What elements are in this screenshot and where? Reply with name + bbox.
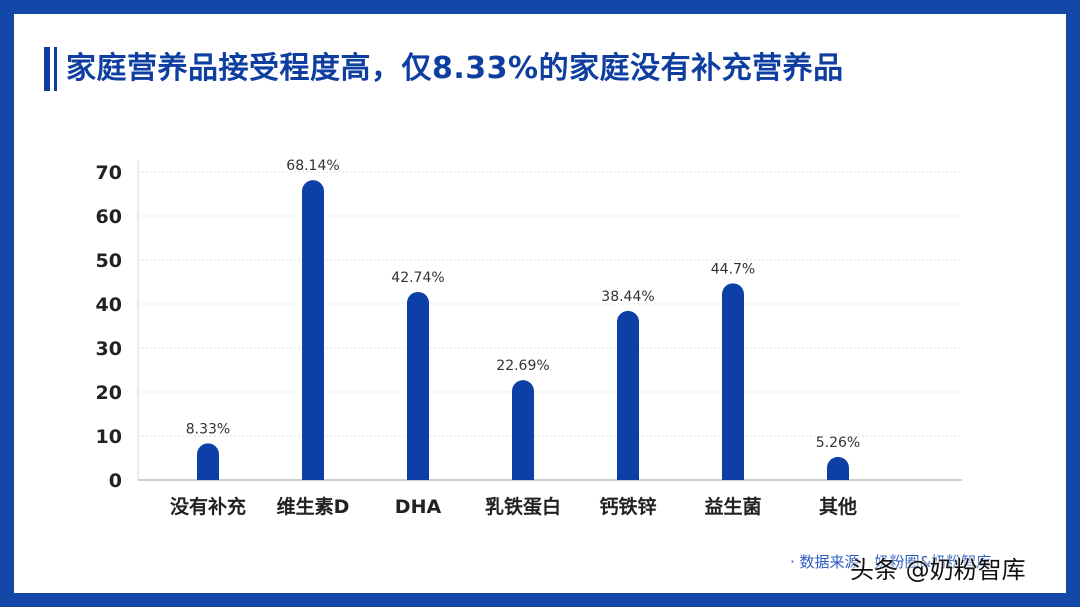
x-category-label: 维生素D [277,495,350,518]
data-label: 68.14% [286,158,339,174]
bar [827,456,849,480]
bar [302,180,324,480]
title-accent-bar [44,47,50,91]
bar [197,443,219,480]
watermark: 头条 @奶粉智库 [850,556,1026,584]
y-tick-label: 0 [109,470,122,492]
bar [722,283,744,480]
bar [407,291,429,480]
bar-chart: 0 10 20 30 40 50 60 70 8.33% 没有补充 68.14% 维生素D 42.74%… [96,158,962,518]
title-accent-bar-thin [54,47,57,91]
data-label: 42.74% [391,270,444,286]
y-tick-label: 30 [96,338,122,360]
data-label: 5.26% [816,435,860,451]
data-label: 22.69% [496,358,549,374]
chart-title: 家庭营养品接受程度高，仅8.33%的家庭没有补充营养品 [66,51,844,86]
x-category-label: 益生菌 [704,495,761,518]
data-label: 38.44% [601,289,654,305]
y-tick-label: 70 [96,162,122,184]
slide-frame: 家庭营养品接受程度高，仅8.33%的家庭没有补充营养品 0 10 20 30 40 50 6… [14,14,1066,593]
y-tick-label: 40 [96,294,122,316]
y-tick-label: 60 [96,206,122,228]
bar [512,380,534,480]
x-category-label: 其他 [819,495,857,518]
y-tick-label: 10 [96,426,122,448]
x-category-label: 乳铁蛋白 [485,495,561,518]
x-category-label: 钙铁锌 [599,495,656,518]
y-tick-label: 20 [96,382,122,404]
data-label: 44.7% [711,261,755,277]
y-tick-label: 50 [96,250,122,272]
bar [617,310,639,480]
x-category-label: DHA [395,496,442,518]
data-source-note: · 数据来源：奶粉圈&奶粉智库 [790,553,992,571]
x-category-label: 没有补充 [170,495,246,518]
data-label: 8.33% [186,421,230,437]
